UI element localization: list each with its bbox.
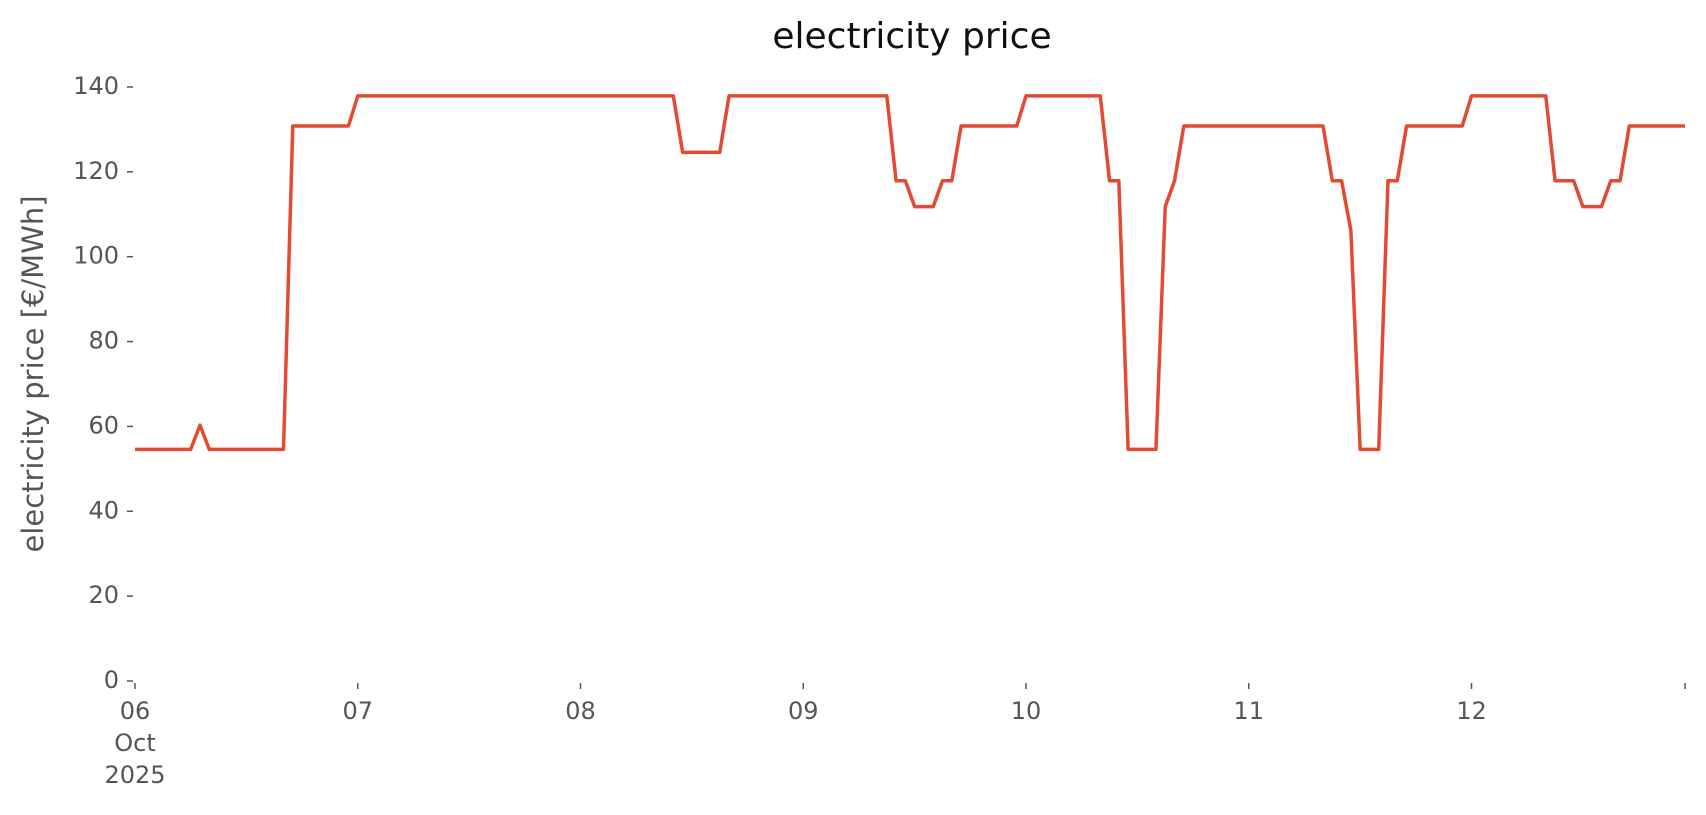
x-tick-label: 12	[1456, 697, 1487, 725]
y-tick-label: 80	[88, 327, 119, 355]
y-tick-label: 40	[88, 496, 119, 524]
y-tick-label: 20	[88, 581, 119, 609]
y-tick-label: 100	[73, 242, 119, 270]
x-tick-label: 09	[787, 697, 819, 725]
y-tick-label: 0	[104, 666, 119, 694]
y-tick-label: 120	[73, 157, 119, 185]
y-tick-label: 140	[73, 72, 119, 100]
x-tick-label: 08	[565, 697, 596, 725]
x-tick-label: 06 Oct 2025	[104, 697, 166, 789]
y-tick-label: 60	[88, 411, 119, 439]
x-tick-label: 10	[1010, 697, 1042, 725]
chart-title: electricity price	[772, 16, 1051, 57]
x-tick-label: 11	[1233, 697, 1265, 725]
x-tick-label: 07	[342, 697, 374, 725]
price-line	[135, 94, 1685, 452]
y-axis-label: electricity price [€/MWh]	[16, 195, 50, 552]
